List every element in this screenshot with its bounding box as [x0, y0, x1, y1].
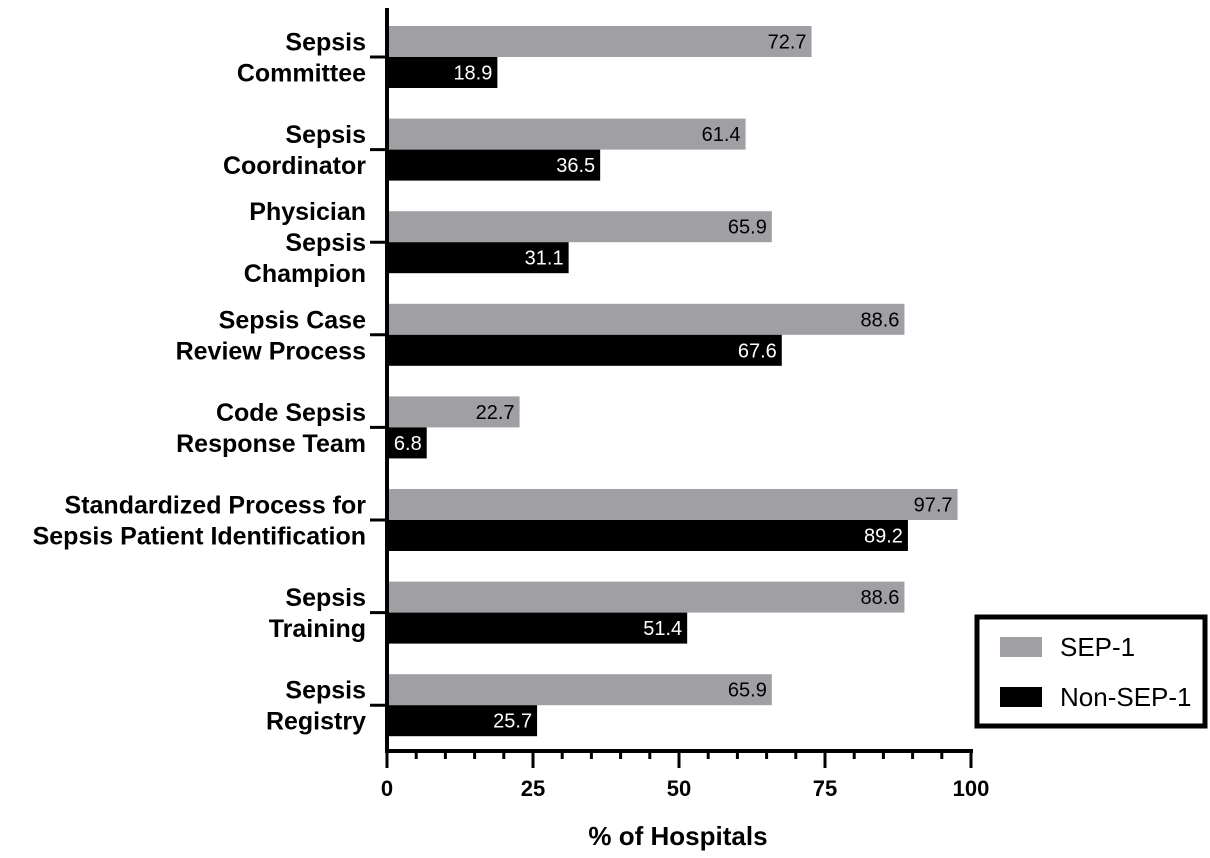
bar-sep-1-2	[387, 211, 772, 243]
bar-value-label-sep-1-5: 97.7	[914, 495, 953, 517]
category-label-line: Physician	[249, 198, 366, 226]
bar-labels-group: 72.7 18.9 61.4 36.5 65.9 31.1 88.6 67.6 22.7 6.8 9…	[394, 32, 953, 733]
legend-label-sep-1: SEP-1	[1060, 632, 1135, 662]
bar-non-sep-1-4	[387, 427, 427, 459]
category-labels-group: Sepsis Committee Sepsis Coordinator Physicia…	[33, 29, 367, 736]
bar-non-sep-1-5	[387, 520, 908, 551]
bar-non-sep-1-7	[387, 705, 538, 737]
bar-value-label-non-sep-1-6: 51.4	[643, 618, 682, 640]
category-label-line: Review Process	[176, 337, 366, 365]
category-label-line: Sepsis Patient Identification	[33, 523, 366, 551]
legend-label-non-sep-1: Non-SEP-1	[1060, 682, 1192, 712]
x-tick-label-3: 75	[813, 776, 837, 801]
category-label-6: Sepsis Training	[269, 584, 366, 643]
legend-swatch-sep-1	[1000, 637, 1042, 657]
category-label-line: Sepsis	[285, 121, 366, 149]
category-label-4: Code Sepsis Response Team	[176, 399, 366, 458]
category-label-line: Sepsis	[285, 29, 366, 57]
category-label-1: Sepsis Coordinator	[223, 121, 366, 180]
bar-non-sep-1-2	[387, 242, 569, 274]
bar-value-label-sep-1-4: 22.7	[476, 402, 515, 424]
x-tick-label-2: 50	[667, 776, 691, 801]
category-label-3: Sepsis Case Review Process	[176, 306, 366, 365]
bar-sep-1-5	[387, 489, 958, 520]
x-ticks-group: 0 25 50 75 100	[381, 751, 989, 801]
legend: SEP-1 Non-SEP-1	[974, 614, 1208, 729]
bar-value-label-sep-1-6: 88.6	[860, 587, 899, 609]
bar-value-label-sep-1-2: 65.9	[728, 217, 767, 239]
category-label-line: Coordinator	[223, 152, 366, 180]
bar-sep-1-1	[387, 118, 746, 150]
bars-group	[387, 26, 958, 737]
bar-non-sep-1-0	[387, 57, 498, 88]
bar-sep-1-3	[387, 303, 905, 335]
category-label-line: Sepsis Case	[219, 306, 366, 334]
bar-non-sep-1-3	[387, 334, 782, 366]
category-label-0: Sepsis Committee	[237, 29, 366, 88]
bar-sep-1-4	[387, 396, 520, 428]
bar-sep-1-6	[387, 581, 905, 613]
category-label-line: Champion	[244, 260, 366, 288]
bar-value-label-non-sep-1-5: 89.2	[864, 526, 903, 548]
category-label-line: Sepsis	[285, 229, 366, 257]
x-tick-label-1: 25	[521, 776, 545, 801]
category-label-2: Physician Sepsis Champion	[244, 198, 366, 288]
bar-non-sep-1-6	[387, 612, 688, 644]
category-label-7: Sepsis Registry	[266, 677, 366, 736]
category-label-line: Code Sepsis	[216, 399, 366, 427]
bar-value-label-non-sep-1-7: 25.7	[493, 711, 532, 733]
legend-box	[974, 614, 1208, 729]
category-label-line: Registry	[266, 708, 366, 736]
bar-value-label-sep-1-0: 72.7	[768, 32, 807, 54]
bar-sep-1-0	[387, 26, 812, 57]
bar-non-sep-1-1	[387, 149, 601, 181]
bar-value-label-non-sep-1-2: 31.1	[525, 248, 564, 270]
bar-value-label-non-sep-1-4: 6.8	[394, 433, 422, 455]
bar-sep-1-7	[387, 674, 772, 706]
bar-value-label-non-sep-1-1: 36.5	[556, 155, 595, 177]
category-label-line: Standardized Process for	[65, 492, 367, 520]
category-label-line: Training	[269, 615, 366, 643]
bar-value-label-non-sep-1-0: 18.9	[453, 63, 492, 85]
x-tick-label-4: 100	[953, 776, 990, 801]
category-label-line: Response Team	[176, 430, 366, 458]
category-label-5: Standardized Process for Sepsis Patient I…	[33, 492, 367, 551]
bar-value-label-sep-1-1: 61.4	[702, 124, 741, 146]
bar-value-label-sep-1-3: 88.6	[860, 309, 899, 331]
legend-swatch-non-sep-1	[1000, 687, 1042, 707]
x-axis-title: % of Hospitals	[588, 821, 767, 851]
bar-value-label-sep-1-7: 65.9	[728, 680, 767, 702]
category-label-line: Sepsis	[285, 584, 366, 612]
bar-value-label-non-sep-1-3: 67.6	[738, 340, 777, 362]
category-label-line: Sepsis	[285, 677, 366, 705]
category-label-line: Committee	[237, 60, 366, 88]
x-tick-label-0: 0	[381, 776, 393, 801]
